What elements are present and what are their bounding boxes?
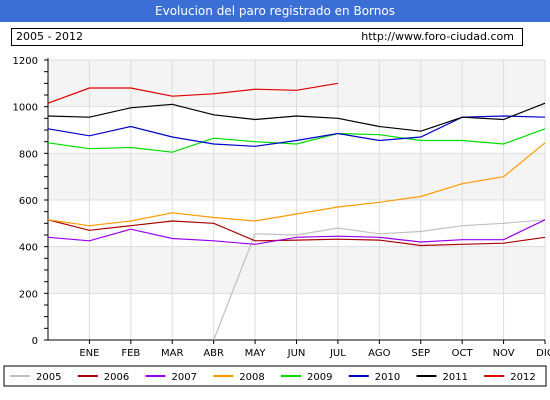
y-tick-label: 1200 — [13, 56, 38, 67]
x-tick-label: DIC — [536, 348, 550, 359]
legend-label-2011: 2011 — [443, 372, 468, 383]
legend-label-2007: 2007 — [172, 372, 197, 383]
legend-label-2009: 2009 — [307, 372, 332, 383]
x-tick-label: JUN — [287, 348, 306, 359]
x-tick-label: MAY — [245, 348, 267, 359]
y-tick-label: 400 — [19, 243, 38, 254]
x-tick-label: ABR — [203, 348, 224, 359]
y-tick-label: 0 — [32, 336, 38, 347]
x-tick-label: NOV — [493, 348, 515, 359]
legend-label-2006: 2006 — [104, 372, 129, 383]
series-line-2012 — [47, 82, 339, 104]
legend-label-2010: 2010 — [375, 372, 400, 383]
chart-title: Evolucion del paro registrado en Bornos — [0, 0, 550, 22]
legend-label-2005: 2005 — [36, 372, 61, 383]
y-tick-label: 200 — [19, 289, 38, 300]
series-line-2007 — [47, 219, 546, 245]
y-tick-label: 600 — [19, 196, 38, 207]
series-line-2005 — [213, 219, 546, 341]
x-tick-label: FEB — [121, 348, 140, 359]
period-label: 2005 - 2012 — [16, 30, 83, 43]
y-tick-label: 800 — [19, 149, 38, 160]
series-line-2006 — [47, 219, 546, 247]
legend-box — [3, 365, 547, 387]
legend-label-2012: 2012 — [510, 372, 535, 383]
source-url: http://www.foro-ciudad.com — [361, 30, 514, 43]
x-tick-label: AGO — [368, 348, 390, 359]
x-tick-label: OCT — [452, 348, 474, 359]
x-tick-label: ENE — [79, 348, 99, 359]
legend-label-2008: 2008 — [239, 372, 264, 383]
y-tick-label: 1000 — [13, 103, 38, 114]
series-line-2011 — [47, 102, 546, 132]
series-line-2009 — [47, 128, 546, 153]
x-tick-label: JUL — [329, 348, 346, 359]
series-line-2008 — [47, 142, 546, 227]
x-tick-label: SEP — [411, 348, 430, 359]
chart-subheader: 2005 - 2012 http://www.foro-ciudad.com — [11, 28, 523, 46]
x-tick-label: MAR — [161, 348, 183, 359]
